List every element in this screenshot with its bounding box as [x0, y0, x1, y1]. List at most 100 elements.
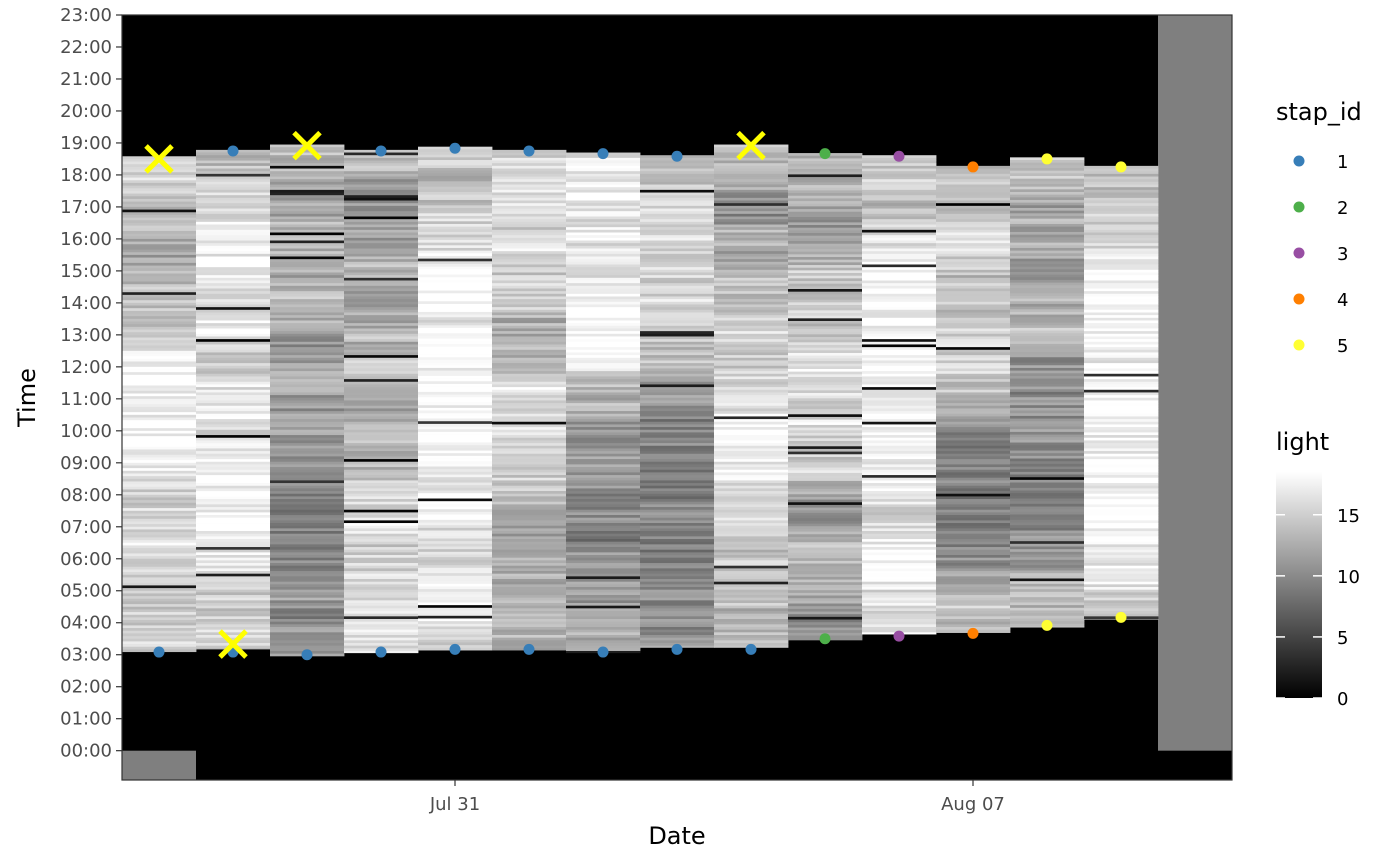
- y-tick-label: 20:00: [60, 101, 112, 122]
- light-cell: [344, 544, 418, 547]
- light-cell: [492, 264, 566, 267]
- light-cell: [492, 233, 566, 236]
- light-cell: [714, 598, 788, 601]
- light-cell: [492, 259, 566, 262]
- light-cell: [862, 600, 936, 603]
- light-cell: [122, 559, 196, 562]
- light-cell: [936, 201, 1010, 204]
- light-cell: [714, 171, 788, 174]
- light-cell: [788, 436, 862, 439]
- light-cell: [714, 248, 788, 251]
- light-cell: [936, 528, 1010, 531]
- light-cell: [492, 161, 566, 164]
- light-cell: [122, 388, 196, 391]
- light-cell: [270, 520, 344, 523]
- light-cell: [862, 424, 936, 427]
- light-cell: [418, 163, 492, 166]
- light-cell: [270, 518, 344, 521]
- light-cell: [640, 606, 714, 609]
- light-cell: [492, 267, 566, 270]
- light-cell: [344, 619, 418, 622]
- light-cell: [492, 504, 566, 507]
- light-cell: [418, 424, 492, 427]
- light-cell: [270, 400, 344, 403]
- light-cell: [492, 185, 566, 188]
- light-cell: [492, 270, 566, 273]
- light-cell: [788, 542, 862, 545]
- light-cell: [122, 266, 196, 269]
- light-cell: [344, 310, 418, 313]
- light-cell: [936, 547, 1010, 550]
- light-cell: [270, 331, 344, 334]
- light-cell: [270, 600, 344, 603]
- light-cell: [492, 294, 566, 297]
- light-cell: [714, 472, 788, 475]
- light-cell: [1084, 280, 1158, 283]
- light-cell: [418, 392, 492, 395]
- light-cell: [1010, 477, 1084, 480]
- light-cell: [196, 296, 270, 299]
- light-cell: [270, 219, 344, 222]
- light-cell: [714, 312, 788, 315]
- light-cell: [936, 392, 1010, 395]
- light-cell: [492, 387, 566, 390]
- light-cell: [566, 446, 640, 449]
- stap-legend-label-5: 5: [1337, 336, 1348, 357]
- stap-legend-key-1: [1294, 156, 1305, 167]
- light-cell: [862, 542, 936, 545]
- light-cell: [862, 430, 936, 433]
- light-cell: [862, 384, 936, 387]
- light-cell: [788, 406, 862, 409]
- light-legend-label: 5: [1337, 628, 1348, 649]
- light-cell: [196, 502, 270, 505]
- light-cell: [862, 590, 936, 593]
- light-cell: [566, 598, 640, 601]
- light-cell: [418, 181, 492, 184]
- light-cell: [1010, 584, 1084, 587]
- light-cell: [270, 336, 344, 339]
- light-cell: [1084, 272, 1158, 275]
- light-cell: [344, 571, 418, 574]
- light-cell: [640, 547, 714, 550]
- light-cell: [1084, 590, 1158, 593]
- light-cell: [862, 520, 936, 523]
- light-cell: [640, 451, 714, 454]
- light-cell: [862, 440, 936, 443]
- light-cell: [640, 211, 714, 214]
- light-cell: [640, 560, 714, 563]
- light-cell: [1010, 445, 1084, 448]
- light-cell: [566, 456, 640, 459]
- light-cell: [344, 286, 418, 289]
- light-cell: [566, 512, 640, 515]
- light-cell: [788, 390, 862, 393]
- light-cell: [492, 304, 566, 307]
- light-cell: [714, 510, 788, 513]
- light-cell: [862, 472, 936, 475]
- light-cell: [1010, 453, 1084, 456]
- light-cell: [640, 262, 714, 265]
- light-cell: [492, 582, 566, 585]
- light-cell: [1010, 245, 1084, 248]
- light-cell: [196, 536, 270, 539]
- light-cell: [344, 283, 418, 286]
- light-cell: [862, 491, 936, 494]
- light-cell: [196, 371, 270, 374]
- light-cell: [936, 251, 1010, 254]
- light-cell: [566, 630, 640, 633]
- light-cell: [418, 371, 492, 374]
- light-cell: [418, 269, 492, 272]
- light-cell: [122, 202, 196, 205]
- light-cell: [566, 275, 640, 278]
- light-cell: [936, 427, 1010, 430]
- light-cell: [566, 360, 640, 363]
- light-cell: [492, 190, 566, 193]
- light-cell: [788, 377, 862, 380]
- light-cell: [270, 646, 344, 649]
- light-cell: [122, 236, 196, 239]
- light-cell: [270, 528, 344, 531]
- light-cell: [196, 283, 270, 286]
- light-cell: [1010, 240, 1084, 243]
- light-cell: [1084, 574, 1158, 577]
- light-cell: [122, 231, 196, 234]
- light-cell: [714, 555, 788, 558]
